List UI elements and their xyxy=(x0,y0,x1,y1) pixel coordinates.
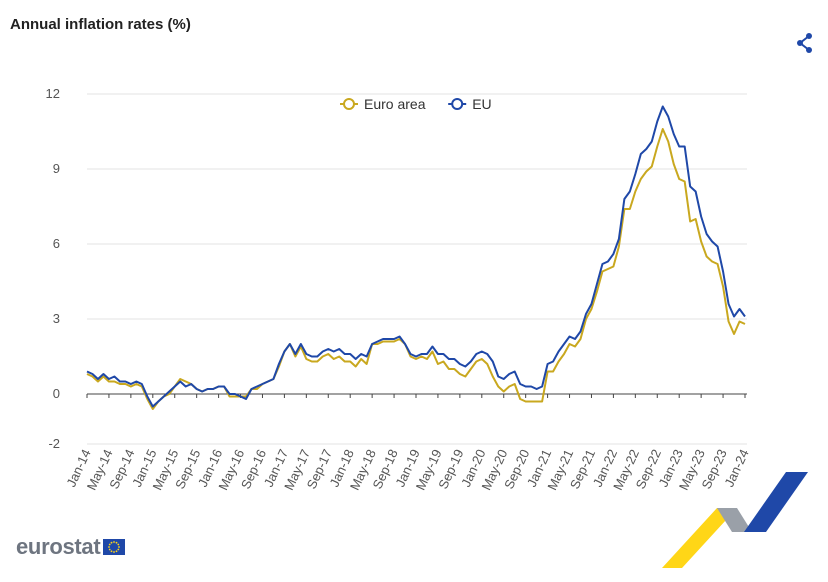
eurostat-logo: eurostat xyxy=(16,534,126,560)
y-tick-label: 12 xyxy=(46,86,60,101)
legend-label[interactable]: Euro area xyxy=(364,96,426,112)
logo-text: eurostat xyxy=(16,534,101,559)
series-line-euro-area xyxy=(86,128,746,410)
legend-marker xyxy=(451,98,464,110)
y-tick-label: 3 xyxy=(53,311,60,326)
y-tick-label: -2 xyxy=(48,436,60,451)
eu-flag-icon xyxy=(103,539,126,555)
y-tick-label: 0 xyxy=(53,386,60,401)
y-tick-label: 6 xyxy=(53,236,60,251)
legend-marker xyxy=(343,98,355,110)
share-icon[interactable] xyxy=(794,32,816,54)
chart-title: Annual inflation rates (%) xyxy=(10,16,191,33)
eurostat-brand-graphic xyxy=(662,472,808,568)
line-chart: -2036912Jan-14May-14Sep-14Jan-15May-15Se… xyxy=(46,86,752,493)
y-tick-label: 9 xyxy=(53,161,60,176)
legend-label[interactable]: EU xyxy=(472,96,491,112)
series-line-eu xyxy=(86,105,746,408)
